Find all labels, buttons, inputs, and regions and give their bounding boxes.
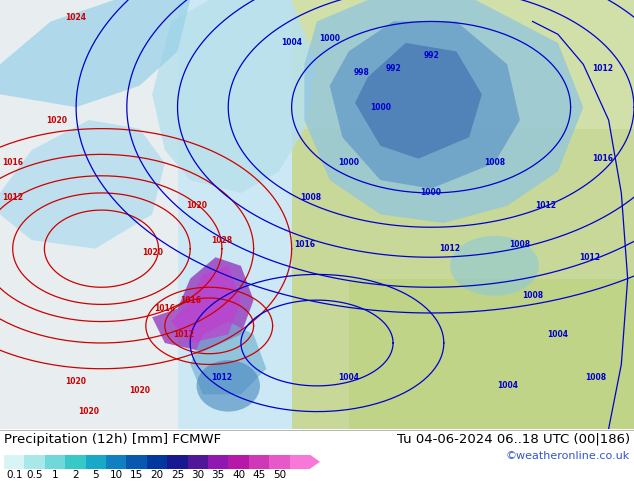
- Bar: [290, 455, 310, 469]
- Text: 1016: 1016: [179, 295, 201, 305]
- Text: 10: 10: [110, 470, 123, 480]
- Text: 30: 30: [191, 470, 204, 480]
- Text: 1016: 1016: [294, 240, 315, 249]
- Text: 1012: 1012: [173, 330, 195, 339]
- Text: 15: 15: [130, 470, 143, 480]
- Text: 5: 5: [93, 470, 99, 480]
- Text: 1008: 1008: [484, 158, 505, 168]
- Text: 1004: 1004: [547, 330, 569, 339]
- Bar: [228, 455, 249, 469]
- Text: 1016: 1016: [154, 304, 176, 313]
- Bar: [86, 455, 106, 469]
- Text: 1004: 1004: [338, 373, 359, 382]
- Text: 1008: 1008: [585, 373, 607, 382]
- Text: 1004: 1004: [281, 38, 302, 48]
- Polygon shape: [152, 0, 317, 193]
- Text: 1000: 1000: [338, 158, 359, 168]
- Bar: [167, 455, 188, 469]
- Bar: [65, 455, 86, 469]
- Text: 1012: 1012: [579, 253, 600, 262]
- Bar: [106, 455, 126, 469]
- Text: 1020: 1020: [78, 407, 100, 416]
- Text: 992: 992: [424, 51, 439, 60]
- Text: 1012: 1012: [211, 373, 233, 382]
- Bar: [126, 455, 147, 469]
- Polygon shape: [0, 120, 165, 249]
- Text: 1000: 1000: [319, 34, 340, 43]
- Text: Tu 04-06-2024 06..18 UTC (00|186): Tu 04-06-2024 06..18 UTC (00|186): [397, 433, 630, 446]
- Bar: [269, 455, 290, 469]
- Polygon shape: [304, 0, 583, 223]
- Polygon shape: [152, 257, 254, 352]
- Text: 1008: 1008: [509, 240, 531, 249]
- Text: 1020: 1020: [129, 386, 150, 394]
- Text: Precipitation (12h) [mm] FCMWF: Precipitation (12h) [mm] FCMWF: [4, 433, 221, 446]
- Text: 25: 25: [171, 470, 184, 480]
- Bar: [188, 455, 208, 469]
- Text: 1012: 1012: [534, 201, 556, 210]
- Polygon shape: [310, 455, 320, 469]
- Text: 1000: 1000: [370, 103, 391, 112]
- Text: 1016: 1016: [2, 158, 23, 168]
- Bar: [45, 455, 65, 469]
- Text: 1016: 1016: [592, 154, 613, 163]
- Text: 45: 45: [252, 470, 266, 480]
- Bar: [292, 0, 634, 129]
- Text: 1008: 1008: [522, 292, 543, 300]
- Text: ©weatheronline.co.uk: ©weatheronline.co.uk: [506, 451, 630, 461]
- Text: 50: 50: [273, 470, 286, 480]
- Text: 1008: 1008: [300, 193, 321, 202]
- Text: 2: 2: [72, 470, 79, 480]
- Polygon shape: [190, 321, 266, 394]
- Text: 1028: 1028: [211, 236, 233, 245]
- Text: 1020: 1020: [65, 377, 87, 386]
- Bar: [292, 0, 634, 429]
- Text: 992: 992: [385, 64, 401, 73]
- Text: 0.5: 0.5: [27, 470, 43, 480]
- Text: 1000: 1000: [420, 189, 442, 197]
- Bar: [249, 455, 269, 469]
- Bar: [178, 0, 292, 429]
- Bar: [349, 279, 634, 429]
- Ellipse shape: [450, 236, 539, 296]
- Text: 1012: 1012: [592, 64, 613, 73]
- Text: 1004: 1004: [496, 381, 518, 391]
- Ellipse shape: [197, 360, 260, 412]
- Polygon shape: [355, 43, 482, 159]
- Polygon shape: [171, 266, 241, 343]
- Text: 1: 1: [52, 470, 58, 480]
- Text: 1020: 1020: [186, 201, 207, 210]
- Text: 998: 998: [353, 69, 370, 77]
- Bar: [0, 0, 178, 429]
- Text: 1020: 1020: [46, 116, 68, 124]
- Text: 0.1: 0.1: [6, 470, 22, 480]
- Text: 20: 20: [150, 470, 164, 480]
- Bar: [24, 455, 45, 469]
- Bar: [147, 455, 167, 469]
- Text: 1012: 1012: [439, 244, 461, 253]
- Text: 1024: 1024: [65, 13, 87, 22]
- Text: 35: 35: [212, 470, 225, 480]
- Bar: [208, 455, 228, 469]
- Bar: [4, 455, 24, 469]
- Text: 1012: 1012: [2, 193, 23, 202]
- Text: 1020: 1020: [141, 248, 163, 257]
- Polygon shape: [0, 0, 190, 107]
- Polygon shape: [330, 22, 520, 189]
- Text: 40: 40: [232, 470, 245, 480]
